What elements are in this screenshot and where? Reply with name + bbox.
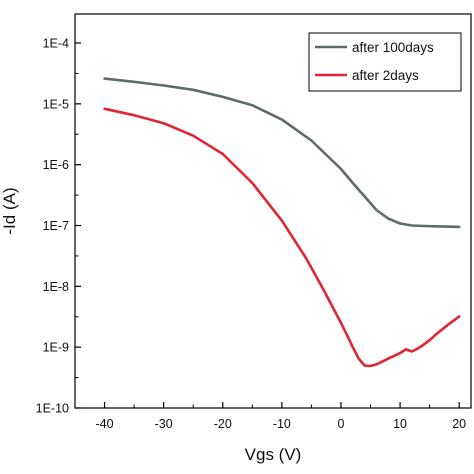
- x-axis-label: Vgs (V): [245, 445, 302, 464]
- x-tick-label: 0: [337, 417, 344, 431]
- x-tick-label: -20: [214, 417, 232, 431]
- x-tick-label: -10: [273, 417, 291, 431]
- legend-label-1: after 2days: [352, 68, 419, 83]
- y-tick-label: 1E-8: [43, 280, 69, 294]
- y-tick-label: 1E-6: [43, 158, 69, 172]
- y-tick-label: 1E-10: [36, 402, 69, 416]
- y-axis-label: -Id (A): [0, 187, 19, 234]
- legend-label-0: after 100days: [352, 40, 434, 55]
- x-tick-label: 10: [393, 417, 407, 431]
- series-line-1: [103, 107, 461, 368]
- y-tick-label: 1E-9: [43, 341, 69, 355]
- x-tick-label: -30: [155, 417, 173, 431]
- y-tick-label: 1E-7: [43, 219, 69, 233]
- x-tick-label: -40: [96, 417, 114, 431]
- legend-box: [308, 32, 462, 92]
- y-tick-label: 1E-4: [43, 37, 69, 51]
- x-tick-label: 20: [452, 417, 466, 431]
- y-tick-label: 1E-5: [43, 97, 69, 111]
- series-line-0: [103, 77, 461, 229]
